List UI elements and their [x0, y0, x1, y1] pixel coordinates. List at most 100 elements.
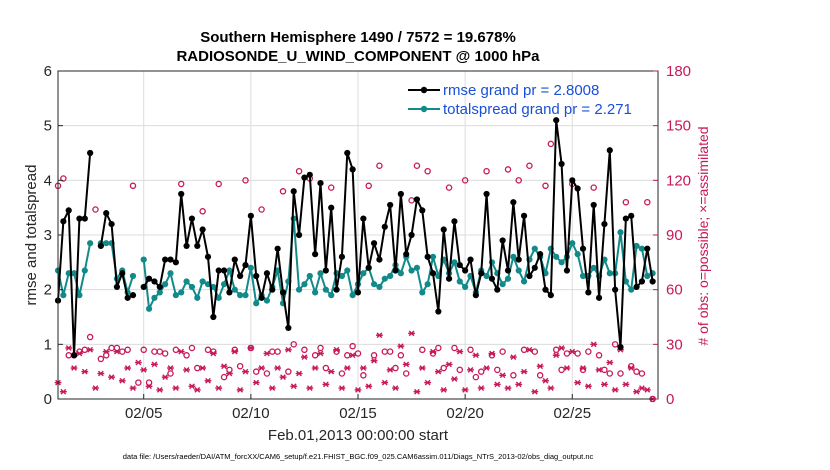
totalspread-point — [553, 253, 560, 260]
asterisk-stroke — [247, 345, 254, 351]
obs-possible-marker — [113, 344, 121, 352]
obs-assimilated-marker — [317, 350, 324, 357]
asterisk-stroke — [644, 387, 651, 393]
rmse-point — [392, 267, 399, 274]
rmse-point — [397, 190, 404, 198]
rmse-point — [76, 215, 83, 222]
rmse-point — [70, 352, 78, 359]
asterisk-stroke — [414, 388, 420, 395]
totalspread-point — [349, 292, 356, 299]
asterisk-stroke — [381, 379, 388, 386]
totalspread-point — [199, 278, 206, 285]
totalspread-point — [483, 272, 490, 280]
obs-possible-marker — [611, 341, 619, 348]
totalspread-point — [103, 240, 110, 247]
asterisk-stroke — [472, 352, 479, 359]
asterisk-stroke — [231, 348, 238, 355]
obs-possible-marker — [220, 373, 228, 381]
obs-possible-marker — [204, 346, 212, 354]
asterisk-stroke — [590, 341, 597, 348]
obs-assimilated-marker — [242, 368, 249, 375]
obs-assimilated-marker — [418, 365, 426, 371]
obs-possible-marker — [274, 348, 281, 355]
obs-assimilated-marker — [370, 357, 378, 364]
asterisk-stroke — [97, 370, 104, 377]
obs-assimilated-marker — [440, 387, 448, 393]
obs-assimilated-marker — [65, 345, 73, 351]
rmse-point — [119, 270, 126, 277]
totalspread-point — [263, 297, 271, 304]
rmse-point — [472, 292, 479, 299]
obs-possible-marker — [252, 368, 260, 375]
rmse-point — [263, 270, 271, 277]
rmse-point — [612, 286, 619, 293]
asterisk-stroke — [301, 354, 308, 360]
rmse-point — [617, 343, 624, 351]
obs-assimilated-marker — [113, 348, 121, 355]
rmse-point — [317, 179, 324, 187]
totalspread-point — [338, 272, 346, 280]
totalspread-point — [306, 272, 313, 280]
rmse-point — [649, 278, 656, 285]
obs-assimilated-marker — [231, 348, 239, 355]
rmse-point — [360, 215, 367, 222]
asterisk-stroke — [505, 385, 511, 391]
asterisk-stroke — [376, 332, 383, 339]
obs-assimilated-marker — [472, 352, 480, 359]
rmse-point — [547, 292, 554, 299]
y2-tick-label: 90 — [666, 227, 683, 244]
y-tick-label: 0 — [44, 391, 52, 408]
rmse-point — [456, 261, 463, 269]
asterisk-stroke — [392, 385, 399, 391]
obs-possible-marker — [290, 341, 297, 348]
asterisk-stroke — [312, 365, 319, 371]
asterisk-stroke — [435, 368, 442, 375]
obs-assimilated-marker — [258, 365, 265, 371]
asterisk-stroke — [306, 385, 313, 391]
rmse-point — [60, 218, 67, 225]
asterisk-stroke — [296, 370, 302, 377]
asterisk-stroke — [103, 348, 110, 355]
x-tick-label: 02/05 — [125, 405, 163, 422]
totalspread-point — [151, 294, 158, 301]
obs-assimilated-marker — [365, 383, 373, 390]
totalspread-point — [451, 259, 458, 266]
y-tick-label: 6 — [44, 63, 52, 80]
totalspread-point — [322, 286, 329, 293]
obs-assimilated-marker — [359, 365, 367, 371]
obs-assimilated-marker — [311, 365, 319, 371]
obs-assimilated-marker — [520, 368, 528, 375]
rmse-point — [387, 201, 394, 209]
obs-assimilated-marker — [274, 365, 282, 371]
obs-possible-marker — [504, 166, 512, 173]
rmse-point — [338, 253, 346, 260]
obs-possible-marker — [510, 372, 517, 379]
obs-assimilated-marker — [451, 376, 458, 382]
totalspread-point — [140, 256, 147, 263]
rmse-point — [108, 220, 115, 228]
obs-assimilated-marker — [204, 377, 212, 384]
obs-assimilated-marker — [86, 346, 94, 353]
obs-possible-marker — [451, 344, 458, 352]
rmse-point — [269, 286, 276, 293]
obs-possible-marker — [215, 180, 222, 188]
obs-possible-marker — [644, 198, 651, 206]
obs-assimilated-marker — [429, 348, 437, 355]
rmse-point — [306, 171, 313, 178]
y2-tick-label: 120 — [666, 172, 691, 189]
asterisk-stroke — [333, 346, 340, 353]
asterisk-stroke — [547, 385, 554, 391]
obs-possible-marker — [86, 333, 94, 341]
rmse-point — [424, 253, 431, 260]
y-tick-label: 5 — [44, 118, 52, 135]
x-tick-label: 02/20 — [446, 405, 484, 422]
obs-possible-marker — [467, 346, 474, 354]
obs-assimilated-marker — [338, 385, 346, 391]
asterisk-stroke — [408, 330, 415, 337]
obs-possible-marker — [295, 167, 303, 175]
totalspread-point — [215, 294, 222, 301]
rmse-point — [451, 218, 458, 225]
rmse-point — [81, 215, 88, 222]
asterisk-stroke — [542, 377, 549, 384]
totalspread-point — [247, 264, 254, 271]
